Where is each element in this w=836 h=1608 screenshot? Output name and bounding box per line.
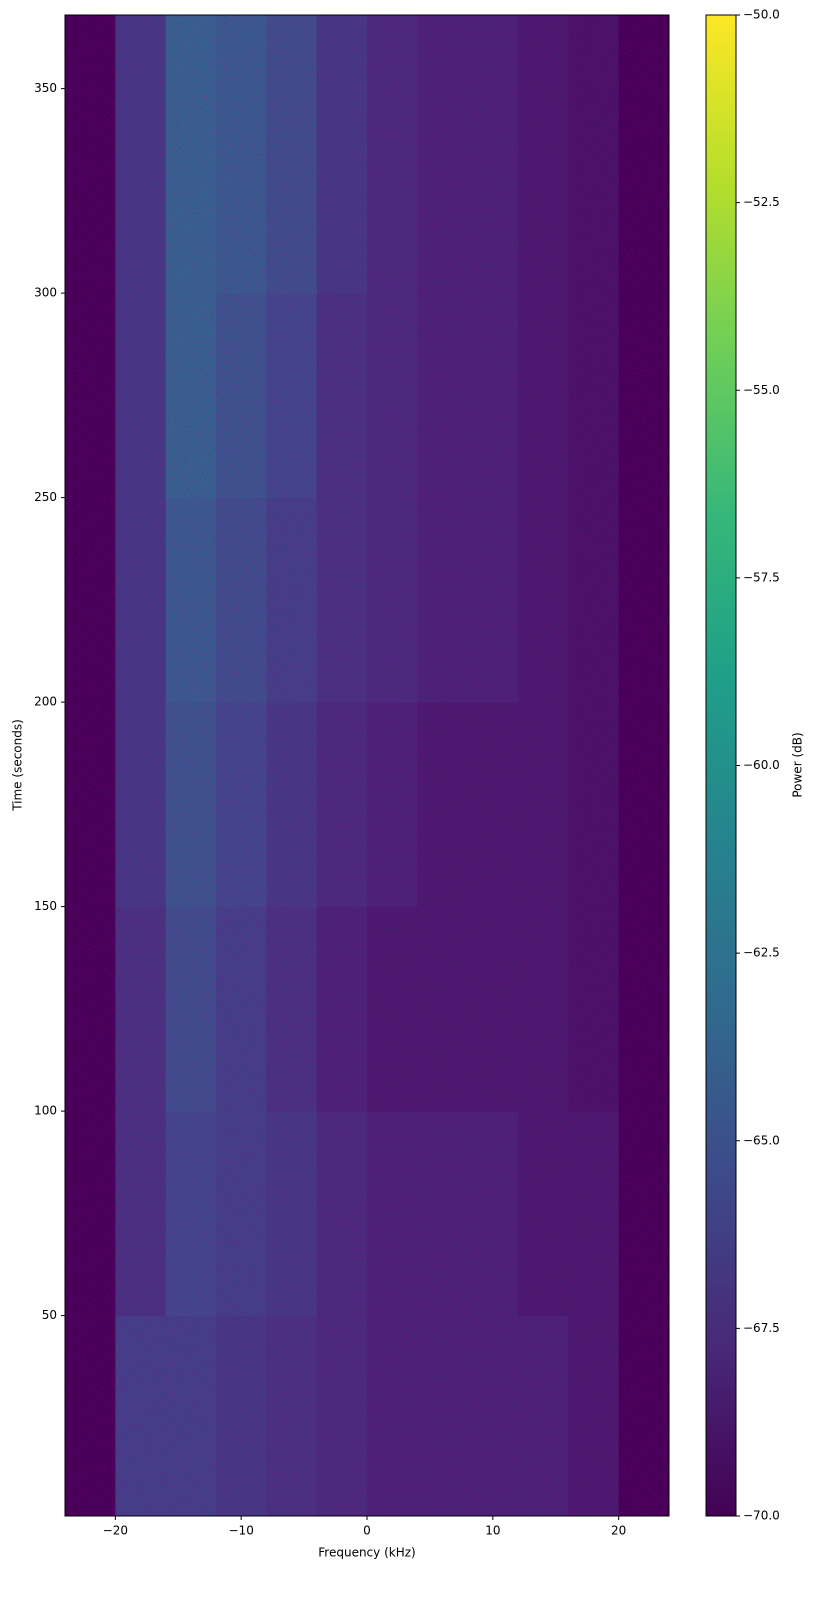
- colorbar: [705, 14, 737, 1517]
- colorbar-label: Power (dB): [791, 732, 805, 797]
- colorbar-tick-label: −60.0: [743, 758, 780, 772]
- y-tick-label: 300: [34, 286, 57, 300]
- x-tick-label: 20: [611, 1524, 626, 1538]
- y-tick-label: 200: [34, 695, 57, 709]
- y-tick-label: 150: [34, 899, 57, 913]
- colorbar-tick-label: −52.5: [743, 195, 780, 209]
- x-tick-label: 0: [363, 1524, 371, 1538]
- colorbar-tick-label: −70.0: [743, 1509, 780, 1523]
- colorbar-tick-label: −65.0: [743, 1133, 780, 1147]
- y-axis-label: Time (seconds): [11, 719, 25, 812]
- y-tick-label: 100: [34, 1104, 57, 1118]
- x-tick-label: −20: [103, 1524, 128, 1538]
- x-tick-label: −10: [229, 1524, 254, 1538]
- y-tick-label: 50: [42, 1308, 57, 1322]
- texture: [65, 15, 669, 1516]
- y-tick-label: 350: [34, 81, 57, 95]
- x-axis-label: Frequency (kHz): [318, 1546, 415, 1560]
- colorbar-tick-label: −62.5: [743, 946, 780, 960]
- colorbar-tick-label: −55.0: [743, 383, 780, 397]
- colorbar-tick-label: −50.0: [743, 8, 780, 22]
- colorbar-tick-label: −57.5: [743, 570, 780, 584]
- y-tick-label: 250: [34, 490, 57, 504]
- colorbar-tick-label: −67.5: [743, 1321, 780, 1335]
- x-tick-label: 10: [485, 1524, 500, 1538]
